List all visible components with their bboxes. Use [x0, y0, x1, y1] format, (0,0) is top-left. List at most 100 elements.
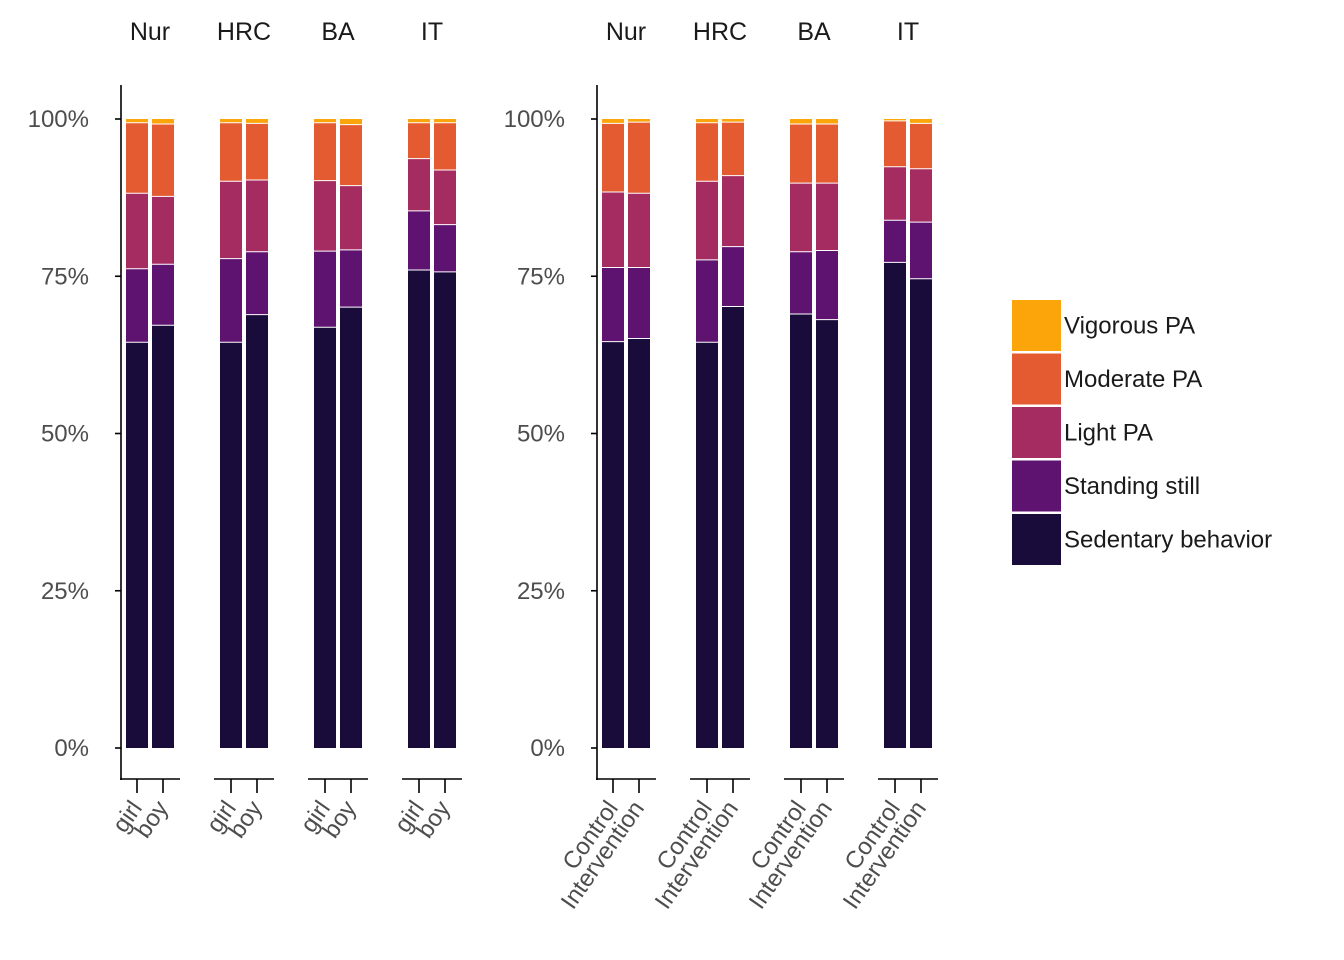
bar-segment-moderate-pa: [314, 122, 336, 181]
bar-segment-light-pa: [152, 196, 174, 265]
y-tick-label: 100%: [28, 106, 89, 133]
bar-segment-moderate-pa: [602, 123, 624, 192]
bar-segment-light-pa: [220, 181, 242, 259]
bar-segment-light-pa: [314, 180, 336, 252]
bar-segment-standing-still: [126, 268, 148, 343]
bar-segment-moderate-pa: [246, 123, 268, 181]
bar-segment-vigorous-pa: [696, 119, 718, 123]
bar-segment-sedentary-behavior: [628, 338, 650, 748]
bar-segment-moderate-pa: [340, 124, 362, 186]
bar-segment-standing-still: [434, 224, 456, 272]
bar-segment-vigorous-pa: [816, 119, 838, 125]
bar-segment-moderate-pa: [152, 124, 174, 197]
bar-segment-vigorous-pa: [220, 119, 242, 123]
bar-segment-standing-still: [340, 249, 362, 308]
x-tick-label: boy: [224, 796, 268, 843]
bar-segment-moderate-pa: [126, 122, 148, 194]
bar-segment-sedentary-behavior: [434, 271, 456, 748]
bar-segment-vigorous-pa: [628, 119, 650, 123]
bar-segment-sedentary-behavior: [816, 319, 838, 748]
bar-segment-standing-still: [816, 250, 838, 320]
bar-segment-moderate-pa: [910, 123, 932, 169]
bar-segment-light-pa: [246, 180, 268, 252]
bar-segment-standing-still: [246, 251, 268, 315]
bar-segment-vigorous-pa: [602, 119, 624, 124]
bar-segment-vigorous-pa: [152, 119, 174, 125]
legend-label: Light PA: [1064, 420, 1153, 447]
bar-segment-standing-still: [408, 210, 430, 270]
bar-segment-light-pa: [340, 185, 362, 250]
bar-segment-vigorous-pa: [722, 119, 744, 123]
bar-segment-sedentary-behavior: [602, 341, 624, 748]
bar-segment-standing-still: [884, 220, 906, 263]
facet-label: Nur: [130, 18, 170, 46]
bar-segment-sedentary-behavior: [126, 342, 148, 748]
bar-segment-moderate-pa: [434, 122, 456, 170]
bar-segment-standing-still: [314, 251, 336, 328]
bar-segment-moderate-pa: [220, 122, 242, 182]
bar-segment-sedentary-behavior: [220, 342, 242, 748]
bar-segment-moderate-pa: [408, 122, 430, 159]
bar-segment-standing-still: [220, 258, 242, 343]
bar-segment-light-pa: [628, 193, 650, 268]
bar-segment-standing-still: [722, 246, 744, 307]
bar-segment-light-pa: [910, 168, 932, 223]
bar-segment-light-pa: [816, 183, 838, 251]
bar-segment-moderate-pa: [722, 122, 744, 176]
legend-swatch: [1012, 407, 1061, 458]
legend-label: Moderate PA: [1064, 366, 1202, 393]
bar-segment-sedentary-behavior: [884, 262, 906, 748]
bar-segment-vigorous-pa: [340, 119, 362, 125]
x-tick-label: boy: [412, 796, 456, 843]
bar-segment-vigorous-pa: [126, 119, 148, 123]
bar-segment-sedentary-behavior: [314, 327, 336, 748]
bar-segment-sedentary-behavior: [722, 306, 744, 748]
bar-segment-light-pa: [126, 193, 148, 269]
bar-segment-standing-still: [790, 251, 812, 314]
y-tick-label: 0%: [54, 735, 89, 762]
bar-segment-vigorous-pa: [246, 119, 268, 124]
y-tick-label: 25%: [41, 578, 89, 605]
legend-swatch: [1012, 353, 1061, 405]
bar-segment-moderate-pa: [696, 122, 718, 182]
bar-segment-moderate-pa: [628, 122, 650, 194]
bar-segment-vigorous-pa: [314, 119, 336, 123]
facet-label: HRC: [217, 18, 271, 46]
bar-segment-sedentary-behavior: [340, 307, 362, 748]
facet-label: IT: [897, 18, 919, 46]
bar-segment-vigorous-pa: [884, 119, 906, 121]
panel-by-group: 0%25%50%75%100%NurControlInterventionHRC…: [504, 18, 938, 914]
y-tick-label: 25%: [517, 578, 565, 605]
bar-segment-standing-still: [152, 264, 174, 326]
bar-segment-vigorous-pa: [434, 119, 456, 123]
x-tick-label: boy: [130, 796, 174, 843]
facet-label: Nur: [606, 18, 646, 46]
bar-segment-standing-still: [910, 222, 932, 279]
bar-segment-standing-still: [696, 259, 718, 343]
bar-segment-light-pa: [434, 169, 456, 225]
panel-by-sex: 0%25%50%75%100%NurgirlboyHRCgirlboyBAgir…: [28, 18, 462, 843]
bar-segment-sedentary-behavior: [246, 314, 268, 748]
bar-segment-moderate-pa: [790, 124, 812, 184]
facet-label: IT: [421, 18, 443, 46]
bar-segment-light-pa: [696, 181, 718, 260]
bar-segment-moderate-pa: [884, 120, 906, 167]
bar-segment-light-pa: [602, 191, 624, 268]
bar-segment-vigorous-pa: [910, 119, 932, 124]
legend-label: Vigorous PA: [1064, 313, 1195, 340]
bar-segment-sedentary-behavior: [408, 269, 430, 748]
facet-label: BA: [797, 18, 831, 46]
legend-swatch: [1012, 514, 1061, 565]
bar-segment-light-pa: [722, 175, 744, 247]
bar-segment-vigorous-pa: [408, 119, 430, 123]
legend-swatch: [1012, 460, 1061, 512]
bar-segment-light-pa: [884, 166, 906, 221]
bar-segment-sedentary-behavior: [790, 313, 812, 748]
bar-segment-standing-still: [602, 267, 624, 342]
legend-label: Standing still: [1064, 473, 1200, 500]
x-tick-label: boy: [318, 796, 362, 843]
legend: Vigorous PA Moderate PA Light PA Standing s…: [1012, 300, 1272, 565]
y-tick-label: 100%: [504, 106, 565, 133]
bar-segment-moderate-pa: [816, 124, 838, 184]
